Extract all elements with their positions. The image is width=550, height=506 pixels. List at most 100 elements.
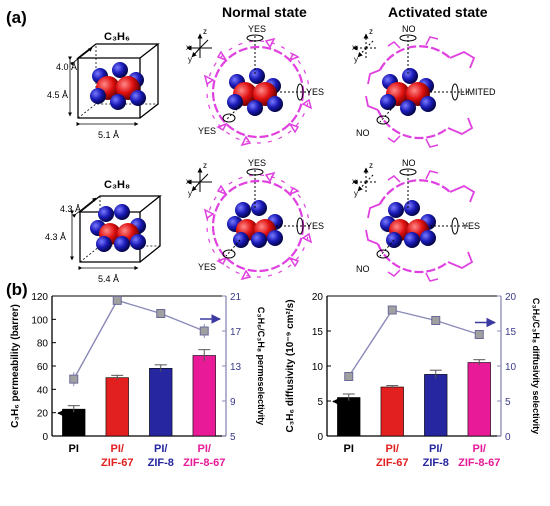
chart0-category-label: ZIF-8	[148, 457, 174, 469]
chart1-y2-axis-title: C₃H₆/C₃H₈ diffusivity selectivity	[531, 298, 541, 434]
chart1-y2tick-label: 15	[505, 327, 517, 338]
chart0-point	[69, 374, 79, 384]
chart0-category-label: PI/	[198, 443, 211, 455]
chart1-bar	[380, 386, 404, 437]
svg-text:x: x	[186, 43, 190, 52]
box-dim-top-2: 4.3 Å	[60, 204, 81, 214]
c3h6-molecule-activated	[380, 68, 436, 116]
activated-state-title: Activated state	[388, 4, 488, 20]
svg-text:x: x	[186, 177, 190, 186]
chart0-y2tick-label: 9	[230, 397, 236, 408]
normal-state-title: Normal state	[222, 4, 307, 20]
chart1-ytick-label: 10	[312, 362, 324, 373]
panel-a-label: (a)	[6, 8, 27, 27]
svg-text:y: y	[188, 55, 192, 64]
chart0-ytick-label: 60	[37, 362, 49, 373]
chart0-category-label: PI/	[154, 443, 167, 455]
chart1-selectivity-line	[348, 309, 480, 377]
svg-text:x: x	[352, 177, 356, 186]
svg-text:x: x	[352, 43, 356, 52]
chart1-y2tick-label: 10	[505, 362, 517, 373]
chart0-ytick-label: 80	[37, 339, 49, 350]
chart0-category-label: ZIF-67	[101, 457, 133, 469]
chart0-point	[112, 295, 122, 305]
svg-text:y: y	[354, 55, 358, 64]
normal-1-label-y: YES	[198, 126, 216, 136]
chart1-category-label: PI	[344, 443, 354, 455]
chart1-y2tick-label: 5	[505, 397, 511, 408]
chart0-bar	[105, 377, 129, 437]
svg-text:z: z	[369, 161, 373, 170]
chart1-ytick-label: 5	[317, 397, 323, 408]
normal-1-label-x: YES	[306, 87, 324, 97]
svg-text:y: y	[354, 189, 358, 198]
box-dim-side-2: 4.3 Å	[45, 232, 66, 242]
chart0-bar	[149, 368, 173, 437]
molecule-label-c3h8: C₃H₈	[104, 179, 130, 191]
activated-1-label-z: NO	[402, 24, 416, 34]
chart0-ytick-label: 100	[31, 315, 48, 326]
c3h6-molecule	[90, 62, 146, 110]
chart0-category-label: PI	[69, 443, 79, 455]
svg-text:z: z	[369, 27, 373, 36]
chart1-point	[474, 330, 484, 339]
chart0-y2tick-label: 13	[230, 362, 242, 373]
chart1-bar	[424, 374, 448, 437]
molecule-label-c3h6: C₃H₆	[104, 31, 130, 43]
chart0-ytick-label: 120	[31, 292, 48, 303]
chart1-category-label: ZIF-67	[376, 457, 408, 469]
box-dim-top-1: 4.0 Å	[56, 62, 77, 72]
box-dim-side-1: 4.5 Å	[47, 90, 68, 100]
diffusivity-chart: 0 5 10 15 20 0 5 10 15 20 PI PI/ZIF-67 PI/ZIF-8 PI/ZI…	[285, 292, 541, 469]
normal-2-label-y: YES	[198, 262, 216, 272]
chart1-ytick-label: 20	[312, 292, 324, 303]
chart0-ytick-label: 0	[42, 432, 48, 443]
chart1-category-label: ZIF-8	[423, 457, 449, 469]
chart1-point	[387, 305, 397, 315]
chart1-point	[431, 316, 441, 325]
normal-2-label-x: YES	[306, 221, 324, 231]
activated-1-label-x: LIMITED	[460, 87, 496, 97]
chart1-point	[344, 372, 354, 381]
normal-1-label-z: YES	[248, 24, 266, 34]
chart1-y-axis-title: C₃H₆ diffusivity (10⁻⁹ cm²/s)	[285, 299, 296, 432]
chart0-y-axis-title: C₃H₆ permeability (barrer)	[10, 304, 21, 428]
panel-b-label: (b)	[6, 280, 28, 299]
c3h6-molecule-normal	[227, 68, 283, 116]
chart0-y2tick-label: 17	[230, 327, 242, 338]
chart0-bar	[192, 355, 216, 437]
svg-text:y: y	[188, 189, 192, 198]
chart1-category-label: PI/	[429, 443, 442, 455]
activated-2-label-x: YES	[462, 221, 480, 231]
normal-2-label-z: YES	[248, 158, 266, 168]
chart0-ytick-label: 20	[37, 409, 49, 420]
svg-text:z: z	[203, 27, 207, 36]
activated-2-label-y: NO	[356, 264, 370, 274]
c3h8-molecule	[90, 204, 146, 252]
chart0-selectivity-line	[73, 299, 205, 380]
chart1-category-label: PI/	[386, 443, 399, 455]
activated-1-label-y: NO	[356, 128, 370, 138]
chart0-category-label: ZIF-8-67	[183, 457, 225, 469]
chart1-ytick-label: 0	[317, 432, 323, 443]
chart0-y2-axis-title: C₃H₆/C₃H₈ permeselectivity	[256, 307, 266, 425]
chart0-point	[156, 309, 166, 318]
activated-2-label-z: NO	[402, 158, 416, 168]
chart0-point	[199, 326, 209, 336]
box-dim-bottom-2: 5.4 Å	[98, 274, 119, 284]
chart1-bar	[337, 397, 361, 437]
chart1-bar	[467, 362, 491, 437]
chart0-ytick-label: 40	[37, 385, 49, 396]
svg-text:z: z	[203, 161, 207, 170]
chart1-category-label: PI/	[473, 443, 486, 455]
chart0-category-label: PI/	[111, 443, 124, 455]
chart1-y2tick-label: 0	[505, 432, 511, 443]
permeability-chart: 0 20 40 60 80 100 120 5 9 13 17 21 PI PI/ZIF-67 PI/ZIF…	[10, 292, 266, 469]
chart0-y2tick-label: 5	[230, 432, 236, 443]
chart1-y2tick-label: 20	[505, 292, 517, 303]
chart1-ytick-label: 15	[312, 327, 324, 338]
chart0-y2tick-label: 21	[230, 292, 242, 303]
chart1-category-label: ZIF-8-67	[458, 457, 500, 469]
box-dim-bottom-1: 5.1 Å	[98, 130, 119, 140]
